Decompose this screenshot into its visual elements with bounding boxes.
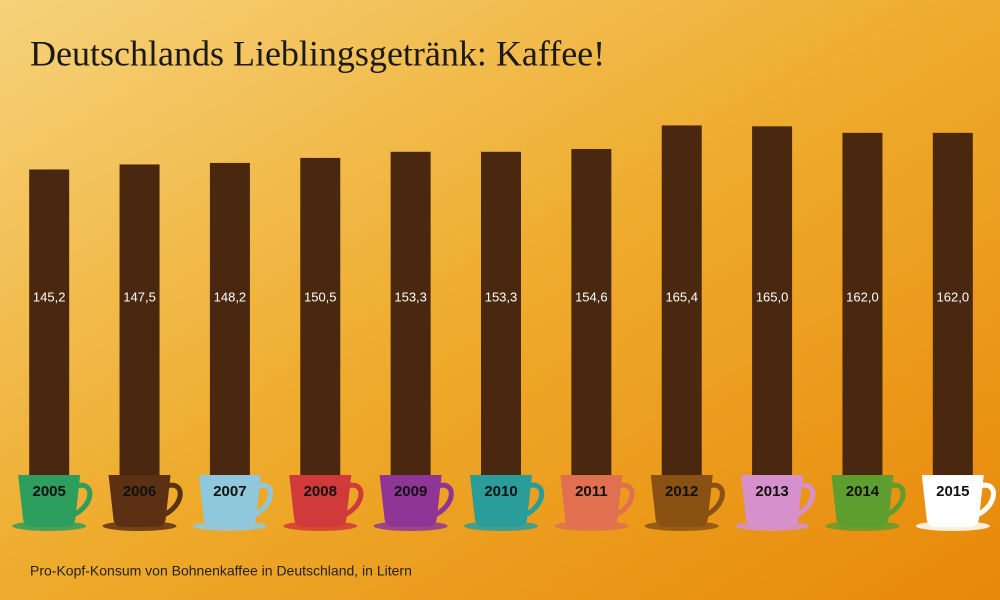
cup [650, 475, 713, 527]
x-tick-label: 2005 [32, 483, 65, 500]
cup-handle [792, 482, 816, 519]
cup-handle [70, 482, 93, 519]
value-label: 147,5 [123, 289, 156, 304]
bar [752, 126, 793, 487]
cup [18, 475, 81, 527]
x-tick-label: 2007 [213, 483, 246, 500]
value-label: 145,2 [33, 289, 66, 304]
x-tick-label: 2015 [936, 483, 969, 500]
value-label: 153,3 [485, 289, 518, 304]
bar [29, 169, 70, 487]
bar [300, 157, 341, 486]
bar [390, 151, 431, 486]
value-label: 150,5 [304, 289, 337, 304]
cup-handle [250, 482, 274, 519]
bar [842, 132, 883, 486]
cup [831, 475, 894, 527]
chart-title: Deutschlands Lieblingsgetränk: Kaffee! [30, 33, 605, 73]
cup-handle [612, 482, 635, 519]
value-label: 154,6 [575, 289, 608, 304]
subtitle: Pro-Kopf-Konsum von Bohnenkaffee in Deut… [30, 563, 412, 579]
cup-handle [160, 482, 183, 519]
cup-handle [973, 482, 996, 519]
cup [379, 475, 442, 527]
bar [481, 151, 521, 486]
bar [661, 125, 702, 486]
value-label: 153,3 [394, 289, 427, 304]
bar [571, 148, 612, 487]
cup [560, 475, 623, 527]
bar [932, 132, 973, 486]
x-tick-label: 2008 [304, 483, 337, 500]
cup-handle [431, 482, 454, 519]
cup-handle [341, 482, 364, 519]
cup [108, 475, 171, 527]
x-tick-label: 2013 [755, 483, 788, 500]
cup [198, 475, 261, 527]
value-label: 162,0 [937, 289, 970, 304]
value-label: 165,4 [665, 289, 698, 304]
cup [741, 475, 804, 527]
value-label: 148,2 [214, 289, 247, 304]
x-tick-label: 2011 [575, 483, 608, 500]
x-tick-label: 2012 [665, 483, 698, 500]
cup [921, 475, 984, 527]
cup [289, 475, 352, 527]
cup-handle [521, 482, 545, 519]
cup [470, 475, 532, 527]
cup-handle [883, 482, 906, 519]
x-tick-label: 2009 [394, 483, 427, 500]
value-label: 162,0 [846, 289, 879, 304]
x-tick-label: 2014 [846, 483, 880, 500]
cup-handle [702, 482, 725, 519]
x-tick-label: 2010 [484, 483, 517, 500]
x-tick-label: 2006 [123, 483, 156, 500]
bar [119, 164, 160, 486]
value-label: 165,0 [756, 289, 789, 304]
bar [209, 162, 250, 486]
